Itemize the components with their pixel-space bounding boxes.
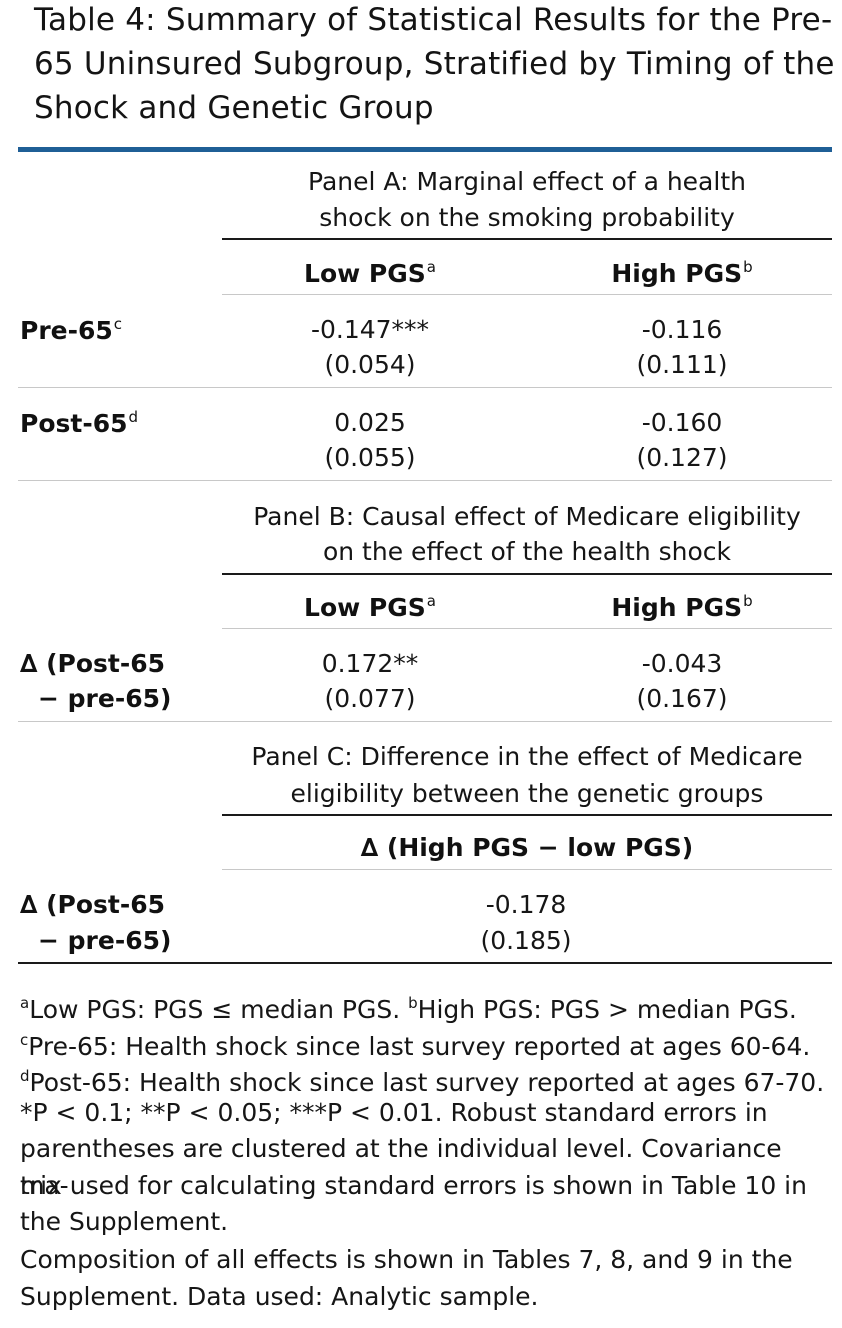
panel-a-heading-rule xyxy=(222,238,832,240)
footnote-composition-line-1: Composition of all effects is shown in T… xyxy=(20,1245,793,1274)
row-divider xyxy=(18,721,832,722)
panel-a-colhead-rule xyxy=(222,294,832,295)
cell-pre65-high-se: (0.111) xyxy=(636,350,728,379)
footnote-pre-65: cPre-65: Health shock since last survey … xyxy=(20,1031,811,1061)
cell-post65-low-estimate: 0.025 xyxy=(334,408,406,437)
panel-c-heading-rule xyxy=(222,814,832,816)
panel-c-heading-line-2: eligibility between the genetic groups xyxy=(290,779,764,808)
footnote-pgs-definitions: aLow PGS: PGS ≤ median PGS. bHigh PGS: P… xyxy=(20,994,797,1024)
panel-c-col-difference: ∆ (High PGS − low PGS) xyxy=(360,833,694,862)
row-divider xyxy=(18,387,832,388)
cell-delta-low-se: (0.077) xyxy=(324,684,416,713)
footnote-significance-line-3: trix used for calculating standard error… xyxy=(20,1171,807,1200)
cell-delta-high-estimate: -0.043 xyxy=(641,649,723,678)
cell-post65-low-se: (0.055) xyxy=(324,443,416,472)
table-title-line-1: Table 4: Summary of Statistical Results … xyxy=(34,2,833,38)
row-label-delta-c-line-2: − pre-65) xyxy=(38,926,172,955)
panel-c-colhead-rule xyxy=(222,869,832,870)
cell-pre65-high-estimate: -0.116 xyxy=(641,315,723,344)
cell-pre65-low-se: (0.054) xyxy=(324,350,416,379)
panel-b-colhead-rule xyxy=(222,628,832,629)
panel-b-heading-line-2: on the effect of the health shock xyxy=(322,537,732,566)
cell-post65-high-estimate: -0.160 xyxy=(641,408,723,437)
panel-b-col-low-pgs: Low PGSa xyxy=(304,592,436,622)
panel-a-col-high-pgs: High PGSb xyxy=(611,258,753,288)
row-label-delta-line-2: − pre-65) xyxy=(38,684,172,713)
row-divider xyxy=(18,480,832,481)
cell-difference-estimate: -0.178 xyxy=(485,890,567,919)
panel-b-heading-line-1: Panel B: Causal effect of Medicare eligi… xyxy=(253,502,801,531)
footnote-significance-line-1: *P < 0.1; **P < 0.05; ***P < 0.01. Robus… xyxy=(20,1098,768,1127)
row-label-delta-c-line-1: ∆ (Post-65 xyxy=(20,890,166,919)
panel-b-col-high-pgs: High PGSb xyxy=(611,592,753,622)
bottom-rule xyxy=(18,962,832,964)
footnote-composition-line-2: Supplement. Data used: Analytic sample. xyxy=(20,1282,539,1311)
cell-post65-high-se: (0.127) xyxy=(636,443,728,472)
panel-c-heading-line-1: Panel C: Difference in the effect of Med… xyxy=(251,742,803,771)
cell-pre65-low-estimate: -0.147*** xyxy=(310,315,430,344)
row-label-delta-line-1: ∆ (Post-65 xyxy=(20,649,166,678)
cell-delta-high-se: (0.167) xyxy=(636,684,728,713)
footnote-significance-line-2: parentheses are clustered at the individ… xyxy=(20,1134,782,1200)
row-label-pre-65: Pre-65c xyxy=(20,315,123,345)
table-title-line-2: 65 Uninsured Subgroup, Stratified by Tim… xyxy=(34,46,835,82)
panel-a-heading-line-1: Panel A: Marginal effect of a health xyxy=(308,167,746,196)
row-label-post-65: Post-65d xyxy=(20,408,139,438)
footnote-post-65: dPost-65: Health shock since last survey… xyxy=(20,1067,825,1097)
panel-b-heading-rule xyxy=(222,573,832,575)
table-title-line-3: Shock and Genetic Group xyxy=(34,90,434,126)
cell-delta-low-estimate: 0.172** xyxy=(321,649,419,678)
cell-difference-se: (0.185) xyxy=(480,926,572,955)
footnote-significance-line-4: the Supplement. xyxy=(20,1207,229,1236)
top-rule xyxy=(18,147,832,152)
panel-a-heading-line-2: shock on the smoking probability xyxy=(319,203,735,232)
panel-a-col-low-pgs: Low PGSa xyxy=(304,258,436,288)
